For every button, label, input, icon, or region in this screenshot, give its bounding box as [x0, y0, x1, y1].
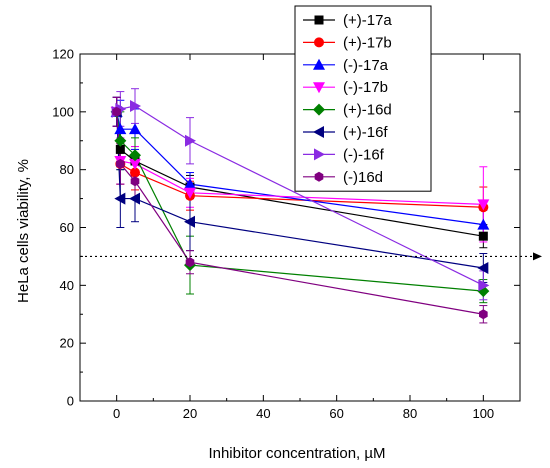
data-point — [477, 261, 489, 274]
y-tick-label: 0 — [67, 394, 74, 409]
data-point — [116, 158, 125, 169]
legend-label: (-)16d — [343, 169, 383, 186]
legend-label: (-)-16f — [343, 146, 385, 163]
data-point — [477, 218, 490, 230]
data-point — [185, 134, 196, 147]
x-tick-label: 0 — [113, 406, 120, 421]
data-point — [185, 257, 195, 268]
y-axis-label: HeLa cells viability, % — [15, 159, 32, 303]
data-point — [114, 123, 127, 135]
data-point — [115, 144, 125, 154]
data-point — [129, 192, 140, 205]
data-point — [479, 309, 488, 320]
reference-line — [80, 252, 542, 261]
y-tick-label: 20 — [60, 336, 74, 351]
data-point — [478, 231, 488, 241]
legend-swatch-marker — [313, 103, 325, 116]
legend-swatch-marker — [313, 82, 325, 94]
data-point — [130, 167, 140, 178]
y-tick-label: 80 — [60, 162, 74, 177]
data-point — [184, 178, 196, 190]
legend-swatch-marker — [314, 171, 324, 182]
data-point — [184, 215, 195, 228]
legend: (+)-17a (+)-17b (-)-17a (-)-17b (+)-16d (+)-1… — [294, 5, 432, 192]
y-tick-label: 120 — [52, 47, 74, 62]
legend-swatch-marker — [314, 15, 324, 25]
y-tick-label: 40 — [60, 278, 74, 293]
legend-label: (-)-17a — [343, 57, 389, 74]
x-axis-label: Inhibitor concentration, µM — [208, 445, 385, 462]
data-point — [114, 192, 126, 205]
threshold-arrow — [533, 252, 542, 261]
legend-swatch-marker — [314, 148, 325, 161]
legend-label: (+)-16d — [343, 102, 392, 119]
legend-swatch-marker — [314, 37, 324, 48]
x-tick-label: 20 — [183, 406, 197, 421]
x-tick-label: 80 — [403, 406, 417, 421]
y-tick-label: 100 — [52, 104, 74, 119]
series-markers — [110, 100, 490, 320]
x-tick-label: 40 — [256, 406, 270, 421]
legend-label: (+)-17a — [343, 12, 392, 29]
data-point — [477, 199, 490, 211]
legend-label: (-)-17b — [343, 79, 388, 96]
legend-label: (+)-16f — [343, 124, 388, 141]
x-tick-label: 60 — [329, 406, 343, 421]
data-point — [130, 100, 141, 113]
data-point — [184, 187, 196, 199]
legend-box — [294, 5, 432, 192]
legend-swatch-marker — [313, 126, 324, 138]
axes: 0 20 40 60 80 100 0 20 40 60 80 100 120 — [52, 47, 521, 421]
y-tick-label: 60 — [60, 220, 74, 235]
data-point — [130, 176, 140, 187]
data-point — [112, 106, 121, 117]
x-tick-label: 100 — [472, 406, 494, 421]
data-point — [478, 279, 490, 292]
data-point — [129, 123, 141, 135]
data-point — [114, 134, 127, 147]
data-point — [129, 149, 141, 162]
legend-swatch-marker — [313, 58, 325, 70]
legend-label: (+)-17b — [343, 34, 392, 51]
data-point — [129, 158, 141, 170]
